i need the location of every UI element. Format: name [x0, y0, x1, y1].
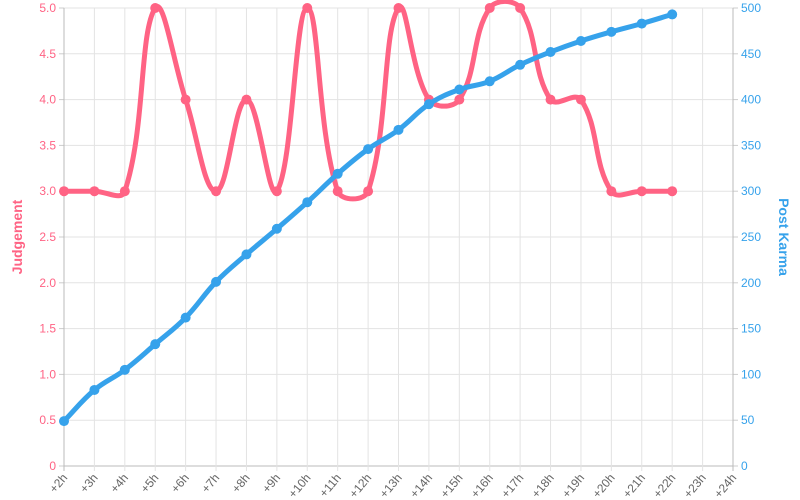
- y-right-tick-label: 500: [741, 1, 761, 15]
- data-point-post-karma[interactable]: [454, 84, 465, 95]
- data-point-judgement[interactable]: [484, 3, 495, 13]
- data-point-judgement[interactable]: [150, 3, 161, 13]
- data-point-post-karma[interactable]: [211, 276, 222, 287]
- x-tick-label: +20h: [590, 471, 618, 500]
- x-tick-label: +2h: [46, 471, 70, 496]
- series-lines: [59, 0, 678, 427]
- y-left-tick-label: 4.0: [39, 93, 56, 107]
- y-left-tick-label: 0: [49, 459, 56, 473]
- x-tick-label: +14h: [407, 471, 435, 500]
- y-left-tick-label: 4.5: [39, 47, 56, 61]
- y-right-tick-label: 300: [741, 184, 761, 198]
- y-left-tick-label: 3.5: [39, 138, 56, 152]
- y-left-tick-label: 5.0: [39, 1, 56, 15]
- x-tick-label: +24h: [711, 471, 739, 500]
- y-left-tick-label: 2.5: [39, 230, 56, 244]
- data-point-judgement[interactable]: [302, 3, 313, 13]
- data-point-judgement[interactable]: [211, 186, 222, 197]
- data-point-judgement[interactable]: [545, 94, 556, 105]
- y-right-tick-label: 450: [741, 47, 761, 61]
- x-tick-label: +12h: [346, 471, 374, 500]
- x-tick-label: +16h: [468, 471, 496, 500]
- data-point-post-karma[interactable]: [636, 18, 647, 29]
- data-point-judgement[interactable]: [454, 94, 465, 105]
- x-tick-label: +7h: [199, 471, 223, 496]
- x-tick-label: +21h: [620, 471, 648, 500]
- x-tick-label: +10h: [285, 471, 313, 500]
- x-tick-label: +3h: [77, 471, 101, 496]
- data-point-post-karma[interactable]: [545, 46, 556, 57]
- x-tick-label: +19h: [559, 471, 587, 500]
- y-right-tick-label: 400: [741, 93, 761, 107]
- x-tick-label: +8h: [229, 471, 253, 496]
- data-point-judgement[interactable]: [575, 94, 586, 105]
- y-left-tick-label: 1.0: [39, 367, 56, 381]
- data-point-judgement[interactable]: [180, 94, 191, 105]
- data-point-post-karma[interactable]: [575, 35, 586, 46]
- y-left-tick-label: 1.5: [39, 322, 56, 336]
- y-right-tick-label: 150: [741, 322, 761, 336]
- x-tick-label: +23h: [681, 471, 709, 500]
- y-left-tick-label: 2.0: [39, 276, 56, 290]
- data-point-post-karma[interactable]: [484, 76, 495, 87]
- data-point-post-karma[interactable]: [667, 9, 678, 20]
- data-point-judgement[interactable]: [515, 3, 526, 13]
- x-tick-label: +9h: [259, 471, 283, 496]
- y-left-tick-label: 0.5: [39, 413, 56, 427]
- data-point-post-karma[interactable]: [363, 144, 374, 155]
- data-point-post-karma[interactable]: [606, 26, 617, 37]
- data-point-judgement[interactable]: [89, 186, 100, 197]
- data-point-judgement[interactable]: [636, 186, 647, 197]
- x-tick-label: +13h: [377, 471, 405, 500]
- data-point-judgement[interactable]: [667, 186, 678, 197]
- y-axis-left-label: Judgement: [9, 199, 25, 274]
- x-tick-label: +4h: [107, 471, 131, 496]
- x-tick-label: +18h: [529, 471, 557, 500]
- x-tick-label: +6h: [168, 471, 192, 496]
- y-right-tick-label: 200: [741, 276, 761, 290]
- data-point-post-karma[interactable]: [241, 249, 252, 260]
- data-point-post-karma[interactable]: [59, 416, 69, 427]
- x-tick-label: +15h: [438, 471, 466, 500]
- data-point-post-karma[interactable]: [180, 312, 191, 323]
- x-tick-label: +5h: [138, 471, 162, 496]
- data-point-post-karma[interactable]: [89, 384, 100, 395]
- y-axis-right-label: Post Karma: [776, 198, 792, 276]
- grid: [59, 7, 738, 471]
- data-point-post-karma[interactable]: [119, 364, 130, 375]
- x-tick-label: +11h: [316, 471, 344, 500]
- y-right-tick-label: 0: [741, 459, 748, 473]
- data-point-judgement[interactable]: [332, 186, 343, 197]
- data-point-judgement[interactable]: [241, 94, 252, 105]
- x-tick-label: +22h: [650, 471, 678, 500]
- data-point-judgement[interactable]: [271, 186, 282, 197]
- y-right-tick-label: 350: [741, 138, 761, 152]
- y-left-tick-label: 3.0: [39, 184, 56, 198]
- data-point-judgement[interactable]: [363, 186, 374, 197]
- y-right-tick-label: 100: [741, 367, 761, 381]
- data-point-post-karma[interactable]: [515, 59, 526, 70]
- y-right-tick-label: 250: [741, 230, 761, 244]
- x-tick-label: +17h: [498, 471, 526, 500]
- data-point-judgement[interactable]: [606, 186, 617, 197]
- y-right-tick-label: 50: [741, 413, 755, 427]
- tick-labels: 0 0.5 1.0 1.5 2.0 2.5 3.0 3.5 4.0 4.5 5.0 0 50 100 150…: [39, 1, 761, 500]
- data-point-post-karma[interactable]: [393, 124, 404, 135]
- data-point-post-karma[interactable]: [423, 99, 434, 110]
- data-point-judgement[interactable]: [119, 186, 130, 197]
- data-point-post-karma[interactable]: [302, 197, 313, 208]
- data-point-post-karma[interactable]: [332, 168, 343, 179]
- data-point-post-karma[interactable]: [150, 339, 161, 350]
- data-point-judgement[interactable]: [59, 186, 69, 197]
- data-point-post-karma[interactable]: [271, 223, 282, 234]
- data-point-judgement[interactable]: [393, 3, 404, 13]
